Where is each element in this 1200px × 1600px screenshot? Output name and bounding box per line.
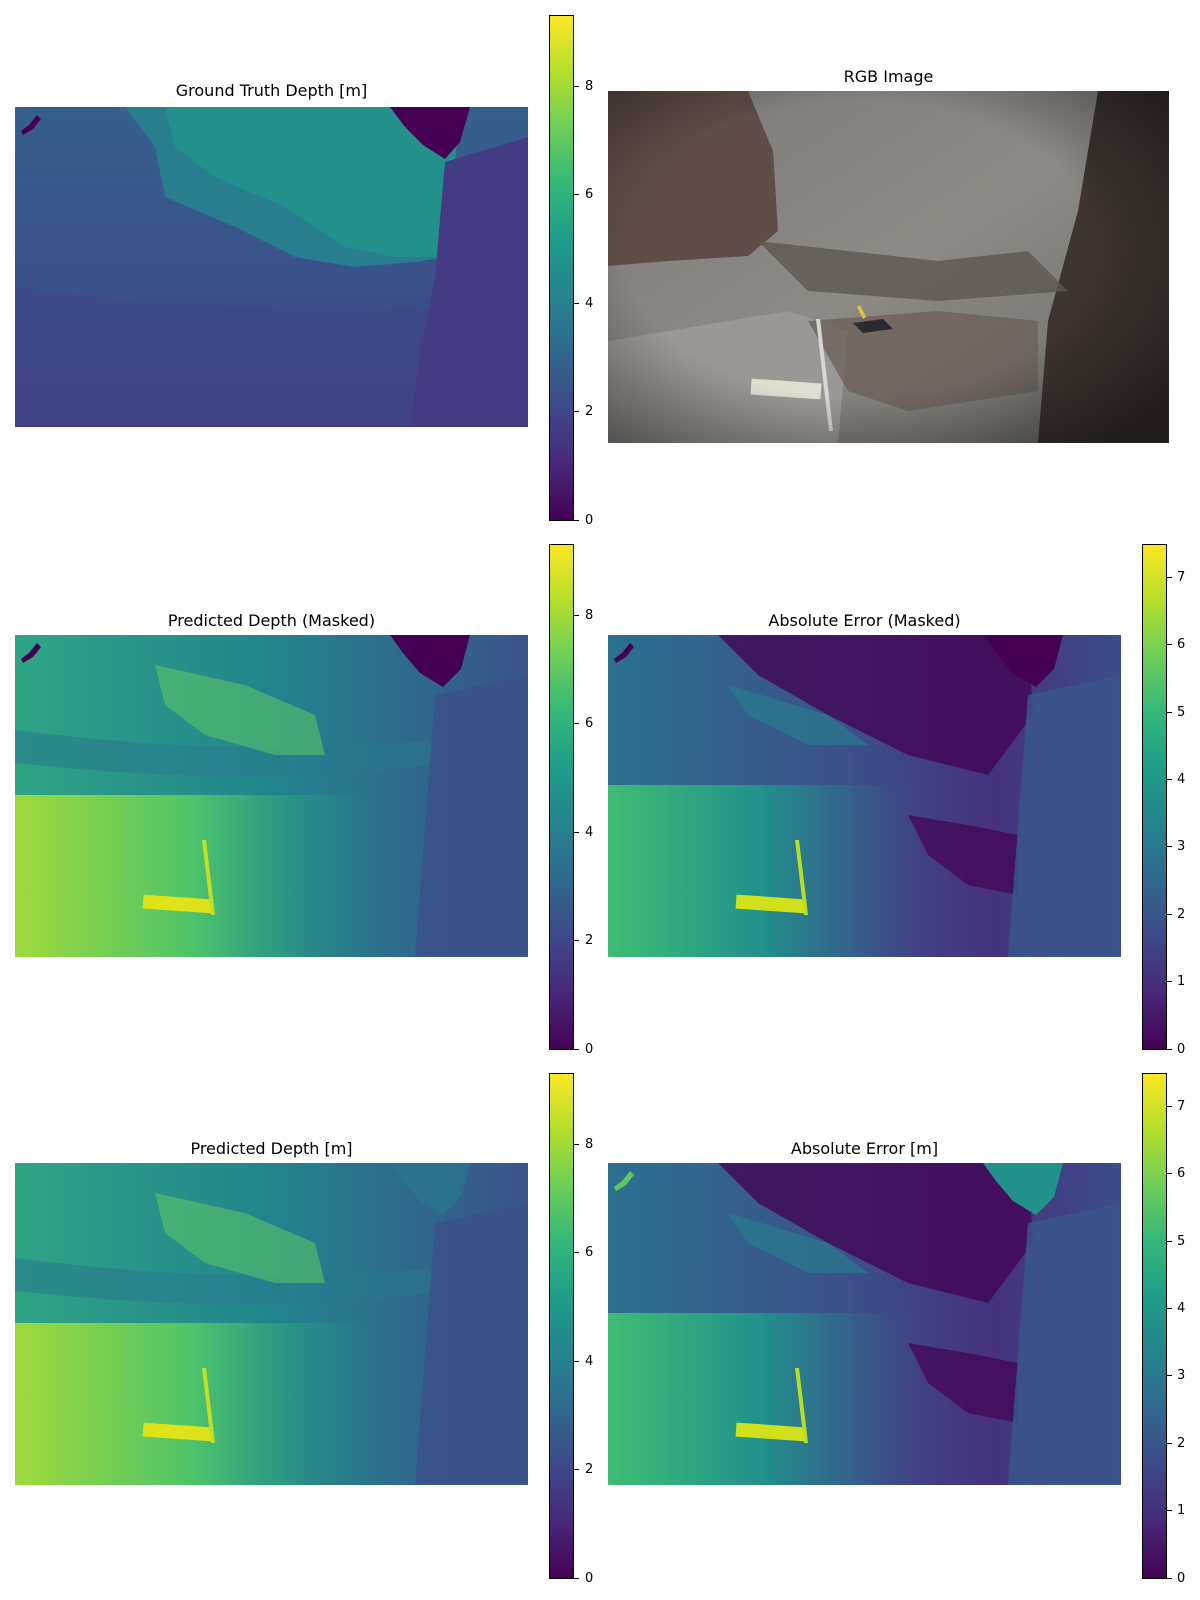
err-depth-colorbar: [1142, 1073, 1167, 1579]
pred-depth-tick-0: 0: [585, 1571, 594, 1586]
pred-depth-tick-8: 8: [585, 1137, 594, 1152]
err-masked-tick-2: 2: [1177, 907, 1186, 922]
gt-depth-heatmap: [15, 107, 528, 427]
pred-masked-tick-0: 0: [585, 1042, 594, 1057]
pred-masked-tick-6: 6: [585, 716, 594, 731]
err-depth-tick-2: 2: [1177, 1436, 1186, 1451]
err-depth-tick-1: 1: [1177, 1503, 1186, 1518]
err-depth-tick-3: 3: [1177, 1368, 1186, 1383]
pred-depth-title: Predicted Depth [m]: [190, 1139, 353, 1158]
err-depth-heatmap: [608, 1163, 1121, 1485]
gt-depth-colorbar: [549, 15, 574, 521]
err-masked-heatmap: [608, 635, 1121, 957]
err-depth-tick-0: 0: [1177, 1571, 1186, 1586]
gt-tick-0: 0: [585, 513, 594, 528]
err-masked-tick-6: 6: [1177, 637, 1186, 652]
err-masked-tick-1: 1: [1177, 974, 1186, 989]
err-masked-tick-5: 5: [1177, 705, 1186, 720]
pred-masked-tick-8: 8: [585, 608, 594, 623]
err-masked-tick-0: 0: [1177, 1042, 1186, 1057]
err-masked-tick-4: 4: [1177, 772, 1186, 787]
err-depth-title: Absolute Error [m]: [790, 1139, 939, 1158]
pred-depth-colorbar: [549, 1073, 574, 1579]
pred-masked-heatmap: [15, 635, 528, 957]
pred-masked-tick-2: 2: [585, 933, 594, 948]
rgb-image: [608, 91, 1169, 443]
gt-depth-title: Ground Truth Depth [m]: [175, 81, 368, 100]
gt-tick-2: 2: [585, 404, 594, 419]
pred-depth-tick-4: 4: [585, 1354, 594, 1369]
pred-depth-tick-6: 6: [585, 1245, 594, 1260]
err-depth-tick-5: 5: [1177, 1234, 1186, 1249]
err-masked-title: Absolute Error (Masked): [768, 611, 961, 630]
pred-masked-colorbar: [549, 544, 574, 1050]
pred-depth-tick-2: 2: [585, 1462, 594, 1477]
err-depth-tick-6: 6: [1177, 1166, 1186, 1181]
gt-tick-4: 4: [585, 296, 594, 311]
pred-masked-title: Predicted Depth (Masked): [167, 611, 376, 630]
pred-masked-tick-4: 4: [585, 825, 594, 840]
gt-tick-8: 8: [585, 79, 594, 94]
err-masked-tick-3: 3: [1177, 839, 1186, 854]
err-depth-tick-4: 4: [1177, 1301, 1186, 1316]
err-masked-tick-7: 7: [1177, 570, 1186, 585]
err-masked-colorbar: [1142, 544, 1167, 1050]
gt-tick-6: 6: [585, 187, 594, 202]
pred-depth-heatmap: [15, 1163, 528, 1485]
err-depth-tick-7: 7: [1177, 1099, 1186, 1114]
rgb-image-title: RGB Image: [843, 67, 934, 86]
